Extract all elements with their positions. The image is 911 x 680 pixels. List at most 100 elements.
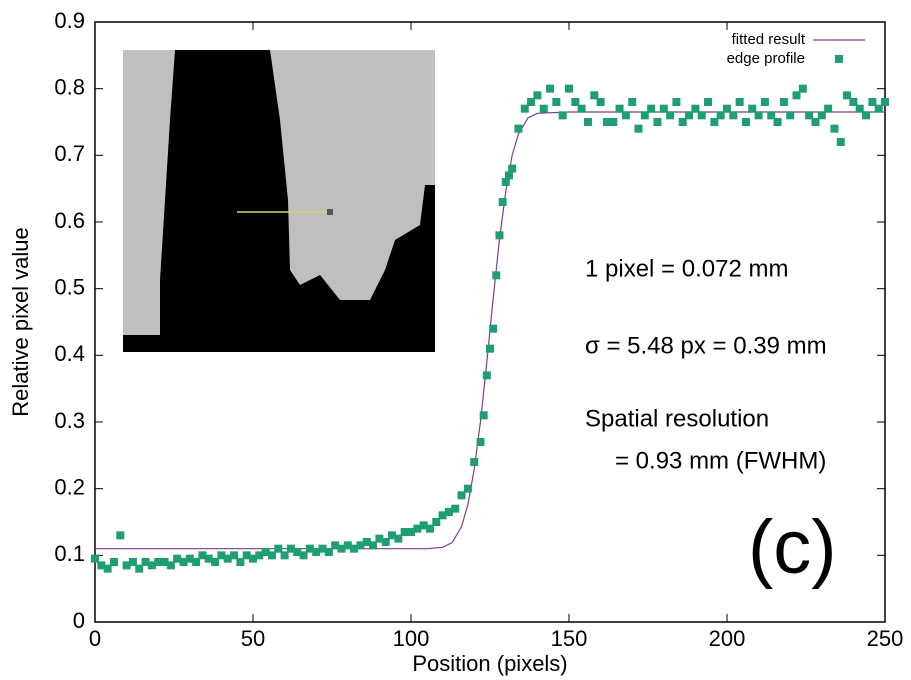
- data-point: [697, 111, 706, 120]
- data-point: [628, 98, 637, 106]
- y-tick-label: 0.1: [54, 541, 85, 566]
- data-point: [723, 104, 731, 113]
- y-axis-label: Relative pixel value: [8, 227, 33, 417]
- data-point: [634, 124, 643, 133]
- data-point: [659, 104, 668, 113]
- data-point: [375, 534, 384, 543]
- data-point: [204, 554, 213, 563]
- data-point: [735, 98, 744, 106]
- data-point: [299, 551, 308, 560]
- data-point: [331, 541, 340, 550]
- y-tick-label: 0: [73, 608, 85, 633]
- x-axis-label: Position (pixels): [412, 651, 567, 676]
- legend-marker: [835, 55, 843, 63]
- data-point: [716, 111, 725, 120]
- data-point: [621, 111, 630, 120]
- data-point: [836, 138, 845, 146]
- data-point: [128, 558, 137, 566]
- data-point: [817, 111, 826, 120]
- data-point: [444, 508, 453, 516]
- x-tick-label: 50: [241, 626, 265, 651]
- data-point: [91, 554, 99, 563]
- annotation: σ = 5.48 px = 0.39 mm: [585, 332, 827, 359]
- data-point: [179, 558, 188, 566]
- data-point: [520, 104, 529, 113]
- data-point: [362, 538, 371, 546]
- legend-label: fitted result: [732, 31, 806, 48]
- data-point: [609, 118, 618, 126]
- data-point: [805, 111, 814, 120]
- data-point: [337, 544, 346, 553]
- y-tick-label: 0.7: [54, 141, 85, 166]
- data-point: [779, 98, 788, 106]
- data-point: [388, 531, 397, 540]
- data-point: [504, 171, 513, 180]
- y-tick-label: 0.9: [54, 8, 85, 33]
- data-point: [457, 491, 466, 500]
- data-point: [369, 541, 378, 550]
- data-point: [486, 344, 494, 353]
- data-point: [274, 544, 283, 553]
- data-point: [514, 124, 523, 133]
- legend-label: edge profile: [727, 50, 805, 67]
- y-tick-label: 0.2: [54, 474, 85, 499]
- x-tick-label: 100: [393, 626, 430, 651]
- data-point: [615, 104, 624, 113]
- data-point: [792, 91, 801, 100]
- data-point: [691, 104, 700, 113]
- data-point: [249, 554, 257, 563]
- data-point: [116, 531, 125, 540]
- data-point: [868, 98, 877, 106]
- plot-frame: [94, 21, 886, 623]
- data-point: [173, 554, 182, 563]
- data-point: [166, 561, 175, 570]
- data-point: [286, 544, 295, 553]
- data-point: [154, 558, 163, 566]
- annotation: Spatial resolution: [585, 405, 769, 432]
- data-point: [381, 538, 390, 546]
- y-tick-label: 0.3: [54, 408, 85, 433]
- data-point: [305, 544, 314, 553]
- inset-image: [123, 50, 435, 352]
- annotation: 1 pixel = 0.072 mm: [585, 255, 788, 282]
- data-point: [729, 111, 738, 120]
- data-point: [565, 84, 573, 93]
- data-point: [748, 104, 757, 113]
- x-tick-label: 250: [867, 626, 904, 651]
- data-point: [508, 164, 517, 173]
- data-point: [527, 98, 536, 106]
- data-point: [843, 91, 852, 100]
- data-point: [678, 118, 687, 126]
- data-point: [482, 371, 491, 380]
- data-point: [479, 411, 488, 420]
- data-point: [122, 561, 131, 570]
- data-point: [824, 104, 833, 113]
- data-point: [267, 551, 276, 560]
- data-point: [438, 511, 447, 520]
- data-point: [492, 271, 501, 280]
- data-point: [425, 524, 434, 533]
- data-point: [773, 118, 782, 126]
- data-point: [280, 551, 289, 560]
- data-point: [293, 548, 302, 556]
- data-point: [501, 178, 510, 186]
- data-point: [552, 98, 561, 106]
- data-point: [767, 111, 776, 120]
- data-point: [141, 558, 150, 566]
- data-point: [577, 104, 586, 113]
- data-point: [407, 528, 415, 536]
- data-point: [754, 111, 763, 120]
- data-point: [495, 231, 504, 240]
- data-point: [571, 98, 580, 106]
- inset-dark-region: [123, 50, 435, 352]
- data-point: [672, 98, 681, 106]
- x-tick-label: 0: [89, 626, 101, 651]
- data-point: [394, 534, 403, 543]
- data-point: [583, 118, 592, 126]
- annotation: (c): [748, 505, 837, 590]
- data-point: [343, 541, 352, 550]
- data-point: [192, 558, 201, 566]
- data-point: [217, 551, 226, 560]
- data-point: [666, 111, 675, 120]
- data-point: [211, 558, 220, 566]
